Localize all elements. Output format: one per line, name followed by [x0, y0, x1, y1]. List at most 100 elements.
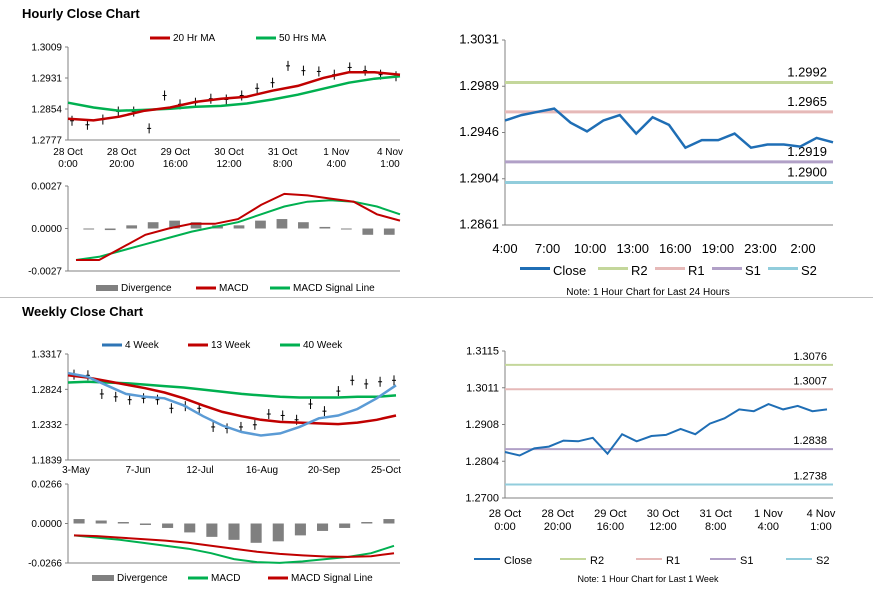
hourly-levels-legend-swatch: [712, 267, 742, 270]
hourly-divergence-bar: [298, 222, 309, 229]
hourly-legend-20hr-label: 20 Hr MA: [173, 33, 216, 44]
section-divider: [0, 297, 873, 298]
weekly-levels-legend-label: Close: [504, 555, 532, 567]
hourly-50hr-ma-line: [67, 75, 401, 112]
hourly-levels-xtick-label: 4:00: [492, 241, 517, 256]
hourly-levels-ytick-label: 1.2989: [459, 78, 499, 93]
hourly-price-xtick-label: 31 Oct: [268, 147, 298, 158]
weekly-levels-xtick-label: 20:00: [544, 521, 572, 533]
weekly-macd-ytick-label: 0.0000: [31, 519, 62, 530]
hourly-legend-divergence-label: Divergence: [121, 283, 172, 294]
weekly-13wk-line: [67, 374, 397, 426]
hourly-divergence-bar: [190, 222, 202, 229]
hourly-levels-legend-label: S2: [801, 263, 817, 278]
weekly-levels-xtick-label: 29 Oct: [594, 508, 626, 520]
hourly-divergence-bar: [383, 228, 395, 235]
hourly-price-xtick-label: 4 Nov: [377, 147, 403, 158]
weekly-legend-40wk-label: 40 Week: [303, 340, 343, 351]
weekly-legend-13wk-swatch: [188, 343, 208, 347]
weekly-levels-xtick-label: 1:00: [810, 521, 831, 533]
weekly-levels-xtick-label: 28 Oct: [541, 508, 573, 520]
weekly-levels-legend-swatch: [786, 558, 812, 560]
hourly-levels-xtick-label: 23:00: [744, 241, 777, 256]
weekly-levels-legend-swatch: [636, 558, 662, 560]
weekly-divergence-bar: [339, 523, 351, 528]
hourly-levels-xtick-label: 10:00: [574, 241, 607, 256]
weekly-price-xtick-label: 20-Sep: [308, 465, 341, 476]
hourly-price-xtick-label: 12:00: [216, 159, 241, 170]
weekly-level-label-r2: 1.3076: [793, 351, 827, 363]
weekly-legend-macd-swatch: [188, 576, 208, 580]
hourly-levels-xtick-label: 2:00: [790, 241, 815, 256]
weekly-macd-ytick-label: 0.0266: [31, 480, 62, 491]
weekly-legend-4wk-swatch: [102, 343, 122, 347]
hourly-divergence-bar: [255, 220, 266, 229]
hourly-price-ytick-label: 1.2931: [31, 74, 62, 85]
weekly-divergence-bar: [294, 523, 306, 536]
weekly-level-label-r1: 1.3007: [793, 375, 827, 387]
hourly-levels-legend-label: R2: [631, 263, 648, 278]
hourly-price-xtick-label: 1 Nov: [323, 147, 349, 158]
weekly-price-xtick-label: 3-May: [62, 465, 90, 476]
hourly-levels-xtick-label: 16:00: [659, 241, 692, 256]
weekly-divergence-bar: [250, 523, 262, 543]
hourly-legend-macd-swatch: [196, 286, 216, 290]
weekly-level-label-s1: 1.2838: [793, 435, 827, 447]
weekly-divergence-bar: [317, 523, 329, 531]
weekly-levels-xtick-label: 16:00: [597, 521, 625, 533]
hourly-levels-ytick-label: 1.3031: [459, 32, 499, 47]
hourly-divergence-bar: [126, 225, 138, 229]
hourly-levels-ytick-label: 1.2861: [459, 217, 499, 232]
hourly-divergence-bar: [147, 222, 159, 229]
hourly-divergence-bar: [276, 219, 288, 229]
hourly-divergence-bar: [340, 228, 352, 230]
weekly-levels-legend-label: S2: [816, 555, 829, 567]
weekly-divergence-bar: [117, 522, 129, 524]
weekly-levels-legend-label: S1: [740, 555, 753, 567]
weekly-price-xtick-label: 12-Jul: [186, 465, 213, 476]
weekly-levels-note: Note: 1 Hour Chart for Last 1 Week: [578, 574, 719, 584]
weekly-divergence-bar: [73, 519, 85, 524]
hourly-levels-xtick-label: 19:00: [702, 241, 735, 256]
weekly-divergence-bar: [95, 520, 107, 524]
hourly-macd-ytick-label: 0.0027: [31, 182, 62, 193]
hourly-macd-line: [76, 192, 401, 261]
hourly-macd-signal-line: [75, 199, 401, 261]
hourly-legend-signal-label: MACD Signal Line: [293, 283, 375, 294]
weekly-macd-ytick-label: -0.0266: [28, 559, 62, 570]
level-label-r1: 1.2965: [787, 94, 827, 109]
weekly-levels-ytick-label: 1.2908: [465, 419, 499, 431]
hourly-levels-legend-swatch: [598, 267, 628, 270]
hourly-price-xtick-label: 28 Oct: [53, 147, 83, 158]
weekly-close-line: [504, 403, 828, 457]
weekly-divergence-bar: [361, 522, 373, 524]
weekly-price-ytick-label: 1.1839: [31, 456, 62, 467]
hourly-legend-20hr-swatch: [150, 36, 170, 40]
weekly-divergence-bar: [272, 523, 284, 542]
weekly-divergence-bar: [184, 523, 196, 533]
hourly-divergence-bar: [83, 228, 95, 230]
weekly-price-ytick-label: 1.2332: [31, 420, 62, 431]
weekly-4wk-line: [67, 371, 397, 437]
level-label-s1: 1.2919: [787, 144, 827, 159]
hourly-levels-legend-label: S1: [745, 263, 761, 278]
weekly-legend-signal-swatch: [268, 576, 288, 580]
weekly-legend-divergence-swatch: [92, 575, 114, 581]
level-label-s2: 1.2900: [787, 165, 827, 180]
hourly-divergence-bar: [233, 225, 245, 229]
hourly-levels-xtick-label: 13:00: [616, 241, 649, 256]
hourly-divergence-bar: [319, 226, 331, 229]
hourly-divergence-bar: [104, 228, 116, 231]
weekly-legend-40wk-swatch: [280, 343, 300, 347]
hourly-legend-50hr-label: 50 Hrs MA: [279, 33, 327, 44]
weekly-levels-xtick-label: 1 Nov: [754, 508, 783, 520]
hourly-levels-note: Note: 1 Hour Chart for Last 24 Hours: [566, 287, 729, 298]
hourly-price-ytick-label: 1.2777: [31, 136, 62, 147]
weekly-levels-ytick-label: 1.2804: [465, 456, 499, 468]
weekly-legend-divergence-label: Divergence: [117, 573, 168, 584]
weekly-divergence-bar: [162, 523, 174, 528]
weekly-legend-4wk-label: 4 Week: [125, 340, 160, 351]
hourly-levels-xtick-label: 7:00: [535, 241, 560, 256]
weekly-levels-ytick-label: 1.2700: [465, 493, 499, 505]
hourly-price-xtick-label: 4:00: [327, 159, 347, 170]
